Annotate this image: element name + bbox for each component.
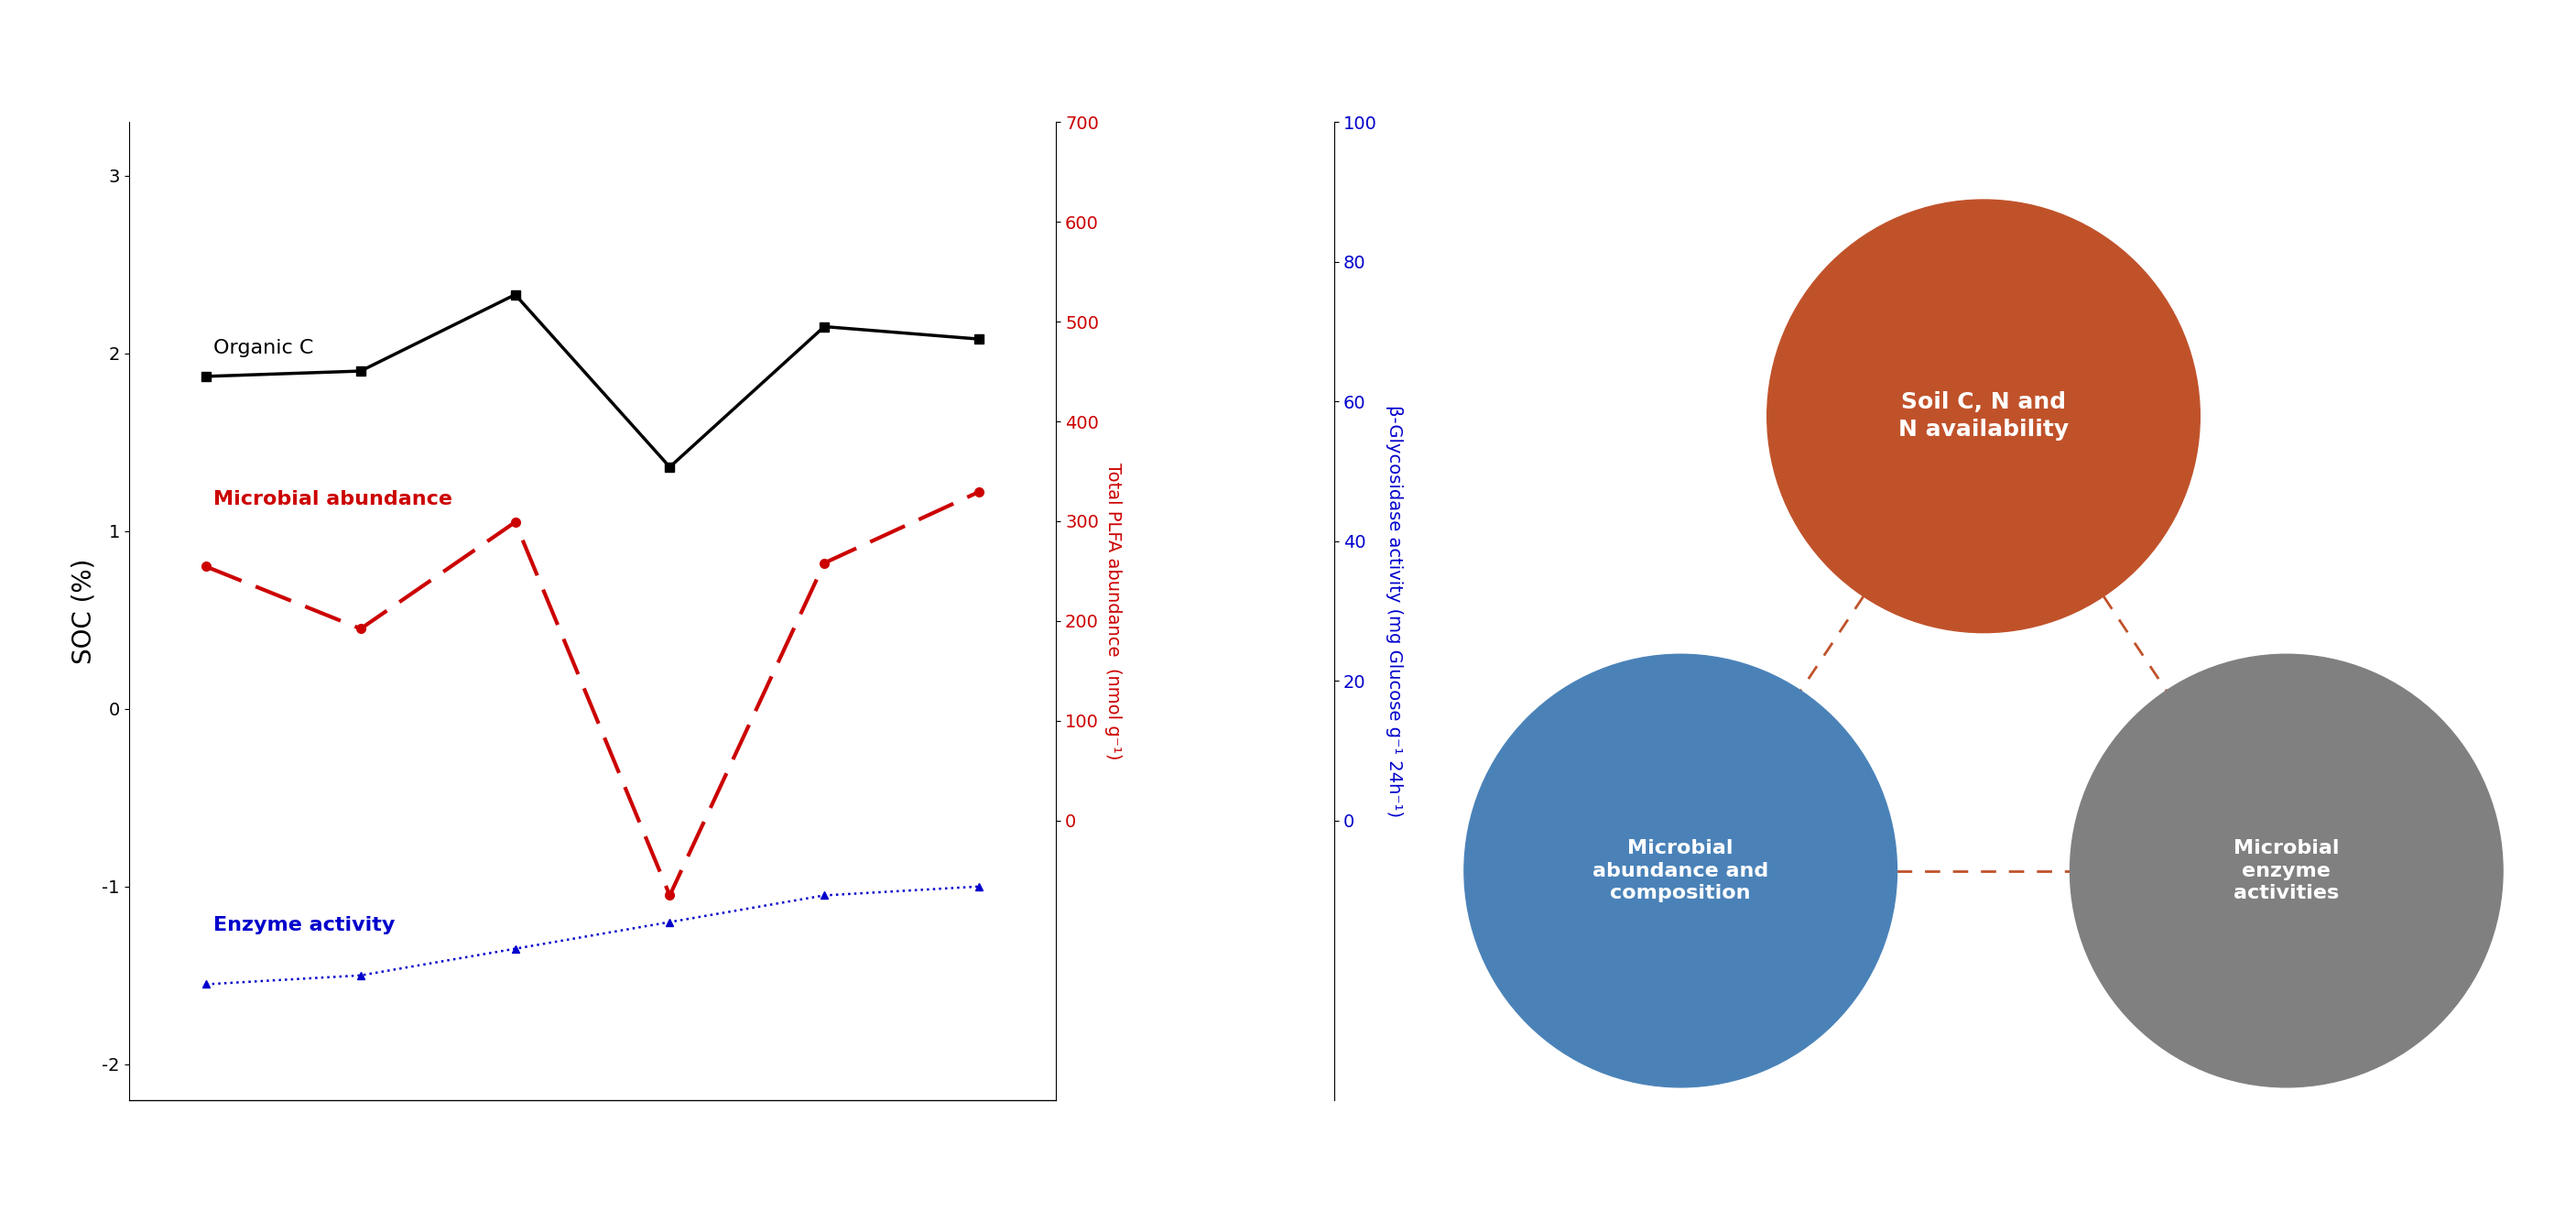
Text: Microbial
enzyme
activities: Microbial enzyme activities: [2233, 838, 2339, 903]
Circle shape: [1463, 654, 1896, 1088]
Y-axis label: Total PLFA abundance  (nmol g⁻¹): Total PLFA abundance (nmol g⁻¹): [1105, 462, 1121, 760]
Y-axis label: SOC (%): SOC (%): [72, 558, 98, 664]
Text: Enzyme activity: Enzyme activity: [214, 916, 397, 935]
Text: Microbial abundance: Microbial abundance: [214, 490, 453, 508]
Text: Soil C, N and
N availability: Soil C, N and N availability: [1899, 391, 2069, 441]
Circle shape: [1767, 199, 2200, 633]
Text: Microbial
abundance and
composition: Microbial abundance and composition: [1592, 838, 1770, 903]
Circle shape: [2071, 654, 2504, 1088]
Text: Organic C: Organic C: [214, 338, 314, 357]
Y-axis label: β-Glycosidase activity (mg Glucose g⁻¹ 24h⁻¹): β-Glycosidase activity (mg Glucose g⁻¹ 2…: [1386, 404, 1401, 818]
